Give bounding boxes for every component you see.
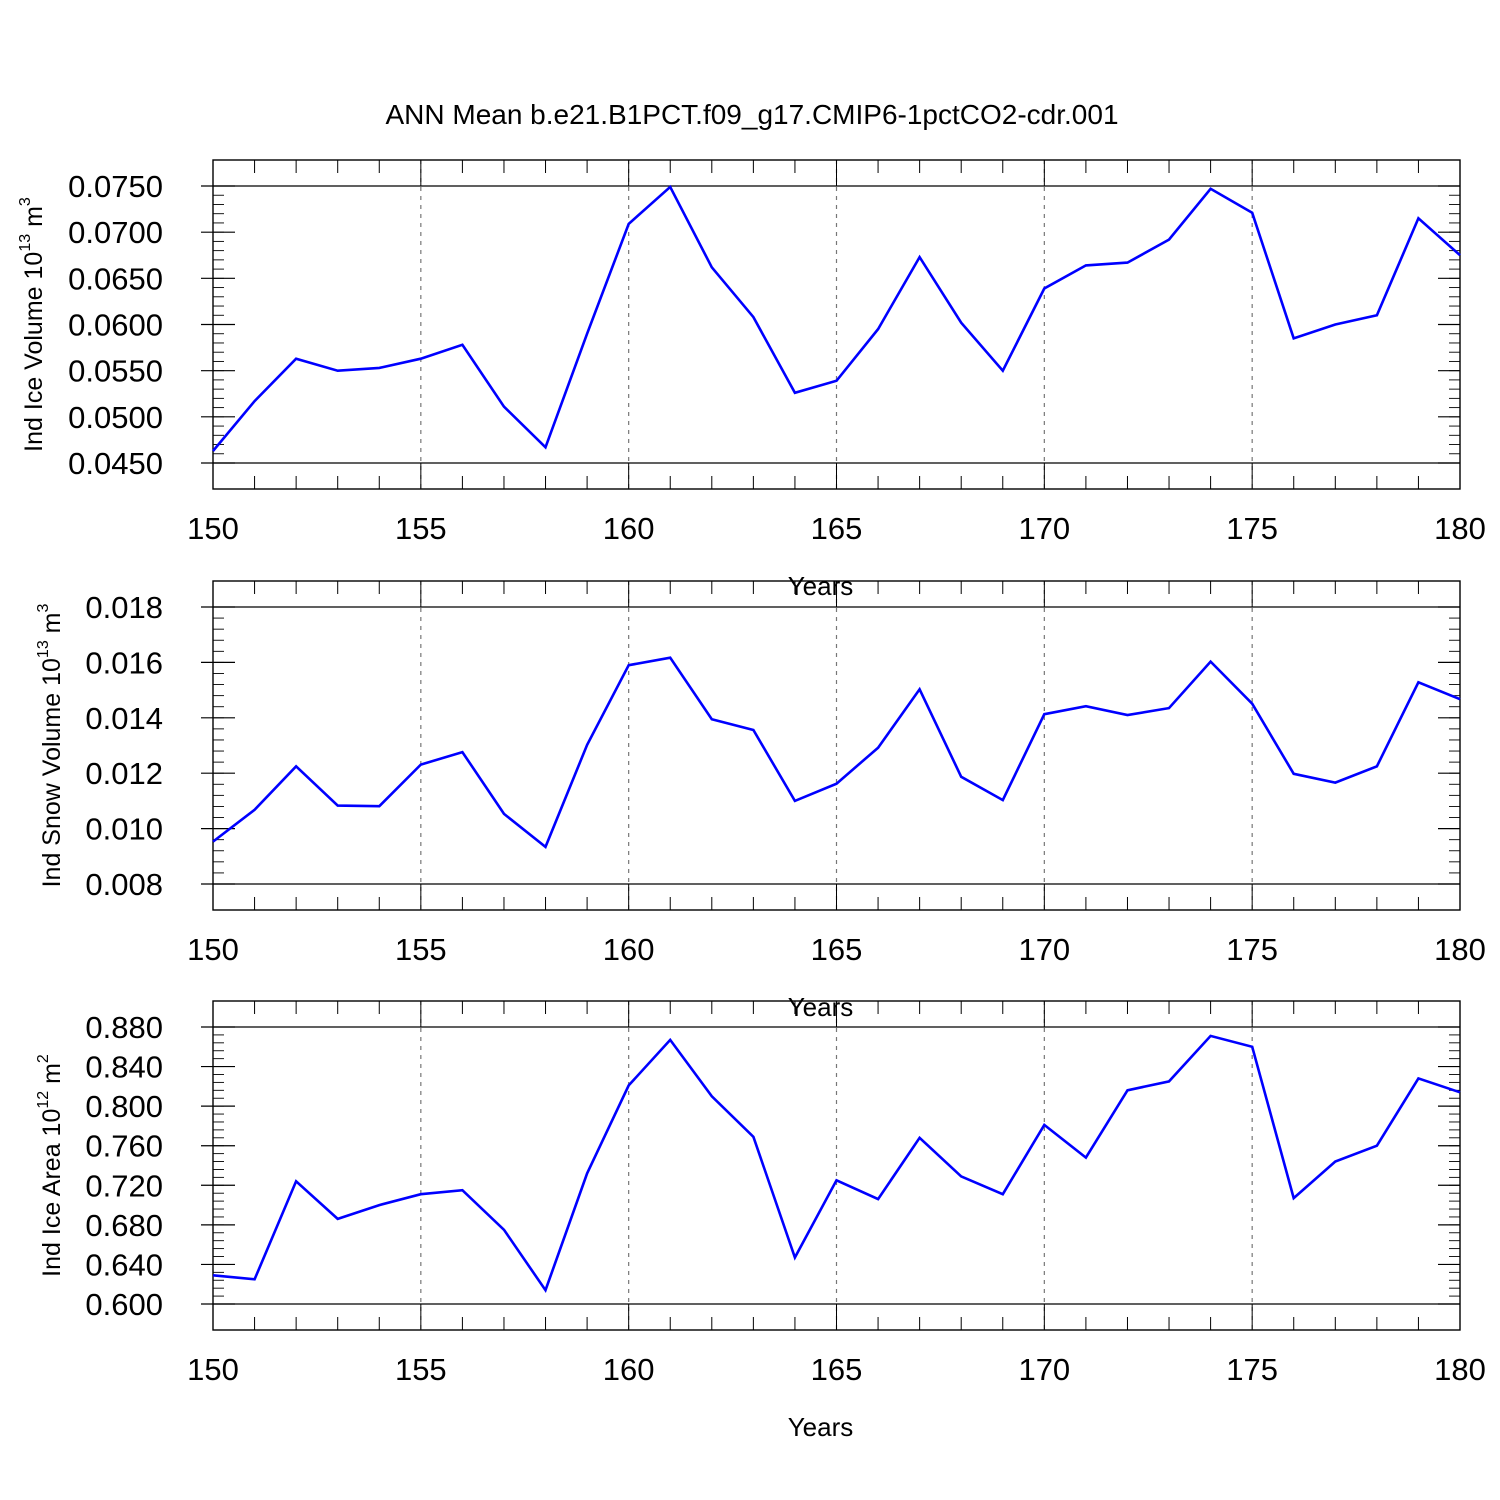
- y-axis-title: Ind Snow Volume 1013 m3: [35, 604, 66, 888]
- y-tick-label: 0.0750: [68, 169, 163, 204]
- y-tick-label: 0.0600: [68, 308, 163, 343]
- y-tick-label: 0.840: [85, 1050, 163, 1085]
- x-tick-label: 150: [187, 932, 239, 967]
- x-tick-label: 170: [1018, 511, 1070, 546]
- y-axis-title-unit: m: [38, 1063, 66, 1091]
- series-line-ice-volume: [212, 184, 1461, 452]
- chart-title: ANN Mean b.e21.B1PCT.f09_g17.CMIP6-1pctC…: [385, 99, 1118, 130]
- y-tick-label: 0.880: [85, 1010, 163, 1045]
- x-axis-title: Years: [788, 992, 854, 1022]
- panel-ice-volume: 150 155 160 165 170 175 180 0.0450 0.0500 0.0550 0…: [17, 159, 1486, 601]
- x-tick-label: 160: [603, 1352, 655, 1387]
- series-line-snow-volume: [212, 656, 1461, 849]
- y-tick-label: 0.0700: [68, 215, 163, 250]
- y-axis-title-text: Ind Ice Volume 10: [20, 252, 48, 452]
- y-tick-label: 0.680: [85, 1208, 163, 1243]
- panel-snow-volume: 150 155 160 165 170 175 180 0.008 0.010 0.012 0.01…: [35, 580, 1486, 1022]
- y-axis-title-unit-exponent: 3: [17, 197, 34, 206]
- y-tick-label: 0.720: [85, 1168, 163, 1203]
- x-tick-label: 165: [811, 932, 863, 967]
- x-axis-title: Years: [788, 1412, 854, 1442]
- x-tick-label: 170: [1018, 932, 1070, 967]
- x-tick-label: 155: [395, 932, 447, 967]
- x-tick-label: 160: [603, 511, 655, 546]
- x-axis-title: Years: [788, 571, 854, 601]
- y-tick-label: 0.0450: [68, 446, 163, 481]
- x-tick-label: 180: [1434, 1352, 1486, 1387]
- x-tick-label: 180: [1434, 511, 1486, 546]
- x-tick-label: 150: [187, 1352, 239, 1387]
- panel-ice-area: 150 155 160 165 170 175 180 0.600 0.640 0.680 0.72…: [35, 1000, 1486, 1442]
- y-axis-title-unit-exponent: 2: [35, 1054, 52, 1063]
- y-axis-title: Ind Ice Volume 1013 m3: [17, 197, 48, 452]
- y-tick-label: 0.800: [85, 1089, 163, 1124]
- series-line-ice-area: [212, 1034, 1461, 1294]
- x-tick-label: 175: [1226, 932, 1278, 967]
- y-axis-title-unit: m: [20, 206, 48, 234]
- y-axis-title-unit-exponent: 3: [35, 604, 52, 613]
- y-axis-title-exponent: 12: [35, 1091, 52, 1109]
- y-axis-title-unit: m: [38, 613, 66, 641]
- y-axis-title: Ind Ice Area 1012 m2: [35, 1054, 66, 1277]
- y-axis-title-text: Ind Ice Area 10: [38, 1109, 66, 1277]
- x-tick-label: 165: [811, 511, 863, 546]
- y-tick-label: 0.010: [85, 812, 163, 847]
- x-tick-label: 175: [1226, 511, 1278, 546]
- x-tick-label: 160: [603, 932, 655, 967]
- y-tick-label: 0.008: [85, 867, 163, 902]
- y-axis-title-exponent: 13: [35, 640, 52, 658]
- y-tick-label: 0.600: [85, 1287, 163, 1322]
- y-tick-label: 0.0650: [68, 261, 163, 296]
- y-tick-label: 0.760: [85, 1129, 163, 1164]
- y-tick-label: 0.0500: [68, 400, 163, 435]
- x-tick-label: 150: [187, 511, 239, 546]
- y-axis-title-exponent: 13: [17, 234, 34, 252]
- x-tick-label: 175: [1226, 1352, 1278, 1387]
- y-tick-label: 0.012: [85, 756, 163, 791]
- x-tick-label: 155: [395, 1352, 447, 1387]
- y-tick-label: 0.640: [85, 1247, 163, 1282]
- y-tick-label: 0.0550: [68, 354, 163, 389]
- y-tick-label: 0.018: [85, 590, 163, 625]
- y-tick-label: 0.014: [85, 701, 163, 736]
- y-axis-title-text: Ind Snow Volume 10: [38, 658, 66, 887]
- x-tick-label: 170: [1018, 1352, 1070, 1387]
- x-tick-label: 155: [395, 511, 447, 546]
- x-tick-label: 165: [811, 1352, 863, 1387]
- y-tick-label: 0.016: [85, 645, 163, 680]
- x-tick-label: 180: [1434, 932, 1486, 967]
